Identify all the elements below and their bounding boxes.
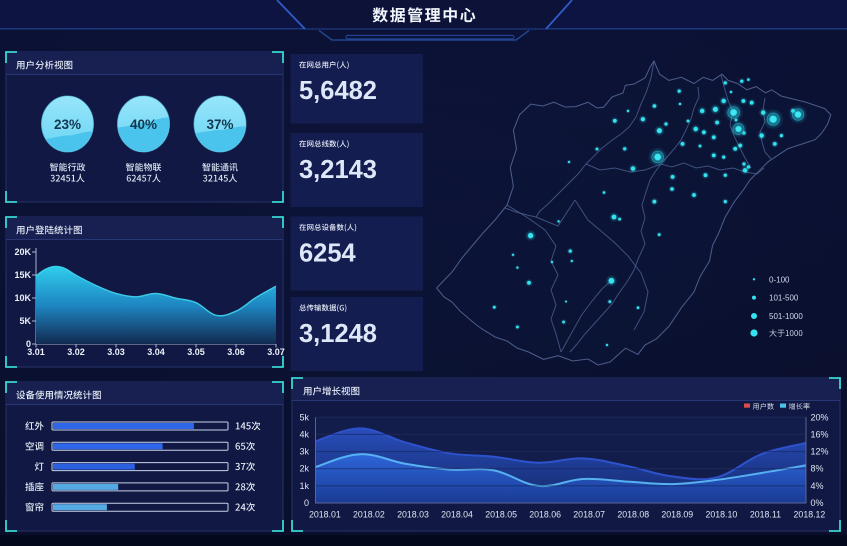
svg-text:3,2143: 3,2143	[299, 156, 377, 184]
svg-text:2018.02: 2018.02	[353, 510, 385, 520]
svg-text:3k: 3k	[299, 447, 309, 457]
svg-text:4%: 4%	[811, 481, 824, 491]
svg-text:0%: 0%	[811, 498, 824, 508]
svg-text:0-100: 0-100	[769, 275, 790, 284]
svg-text:3.07: 3.07	[267, 347, 285, 357]
svg-text:15K: 15K	[14, 270, 31, 280]
svg-text:40%: 40%	[130, 117, 157, 132]
svg-text:12%: 12%	[811, 447, 829, 457]
svg-text:23%: 23%	[54, 117, 81, 132]
svg-text:2018.05: 2018.05	[485, 510, 517, 520]
svg-text:501-1000: 501-1000	[769, 312, 803, 321]
svg-text:2k: 2k	[299, 464, 309, 474]
svg-text:10K: 10K	[14, 293, 31, 303]
svg-text:0: 0	[304, 498, 309, 508]
svg-text:2018.07: 2018.07	[573, 510, 605, 520]
svg-text:8%: 8%	[811, 464, 824, 474]
svg-text:20%: 20%	[811, 412, 829, 422]
svg-text:2018.09: 2018.09	[661, 510, 693, 520]
svg-text:5k: 5k	[299, 412, 309, 422]
svg-text:2018.01: 2018.01	[309, 510, 341, 520]
svg-text:2018.10: 2018.10	[705, 510, 737, 520]
svg-text:5K: 5K	[19, 316, 31, 326]
svg-text:3,1248: 3,1248	[299, 320, 377, 348]
svg-text:1k: 1k	[299, 481, 309, 491]
svg-text:3.03: 3.03	[107, 347, 125, 357]
svg-text:3.05: 3.05	[187, 347, 205, 357]
svg-text:3.06: 3.06	[227, 347, 245, 357]
svg-text:20K: 20K	[14, 247, 31, 257]
svg-text:4k: 4k	[299, 429, 309, 439]
svg-text:3.04: 3.04	[147, 347, 165, 357]
svg-text:3.02: 3.02	[67, 347, 85, 357]
svg-text:37%: 37%	[206, 117, 233, 132]
svg-text:2018.08: 2018.08	[617, 510, 649, 520]
svg-text:101-500: 101-500	[769, 294, 799, 303]
svg-text:2018.06: 2018.06	[529, 510, 561, 520]
svg-text:2018.04: 2018.04	[441, 510, 473, 520]
svg-text:5,6482: 5,6482	[299, 77, 377, 105]
svg-text:0: 0	[26, 339, 31, 349]
svg-text:2018.12: 2018.12	[794, 510, 826, 520]
svg-text:2018.03: 2018.03	[397, 510, 429, 520]
svg-text:3.01: 3.01	[27, 347, 45, 357]
svg-text:16%: 16%	[811, 429, 829, 439]
svg-text:2018.11: 2018.11	[750, 510, 781, 520]
svg-text:6254: 6254	[299, 240, 357, 268]
